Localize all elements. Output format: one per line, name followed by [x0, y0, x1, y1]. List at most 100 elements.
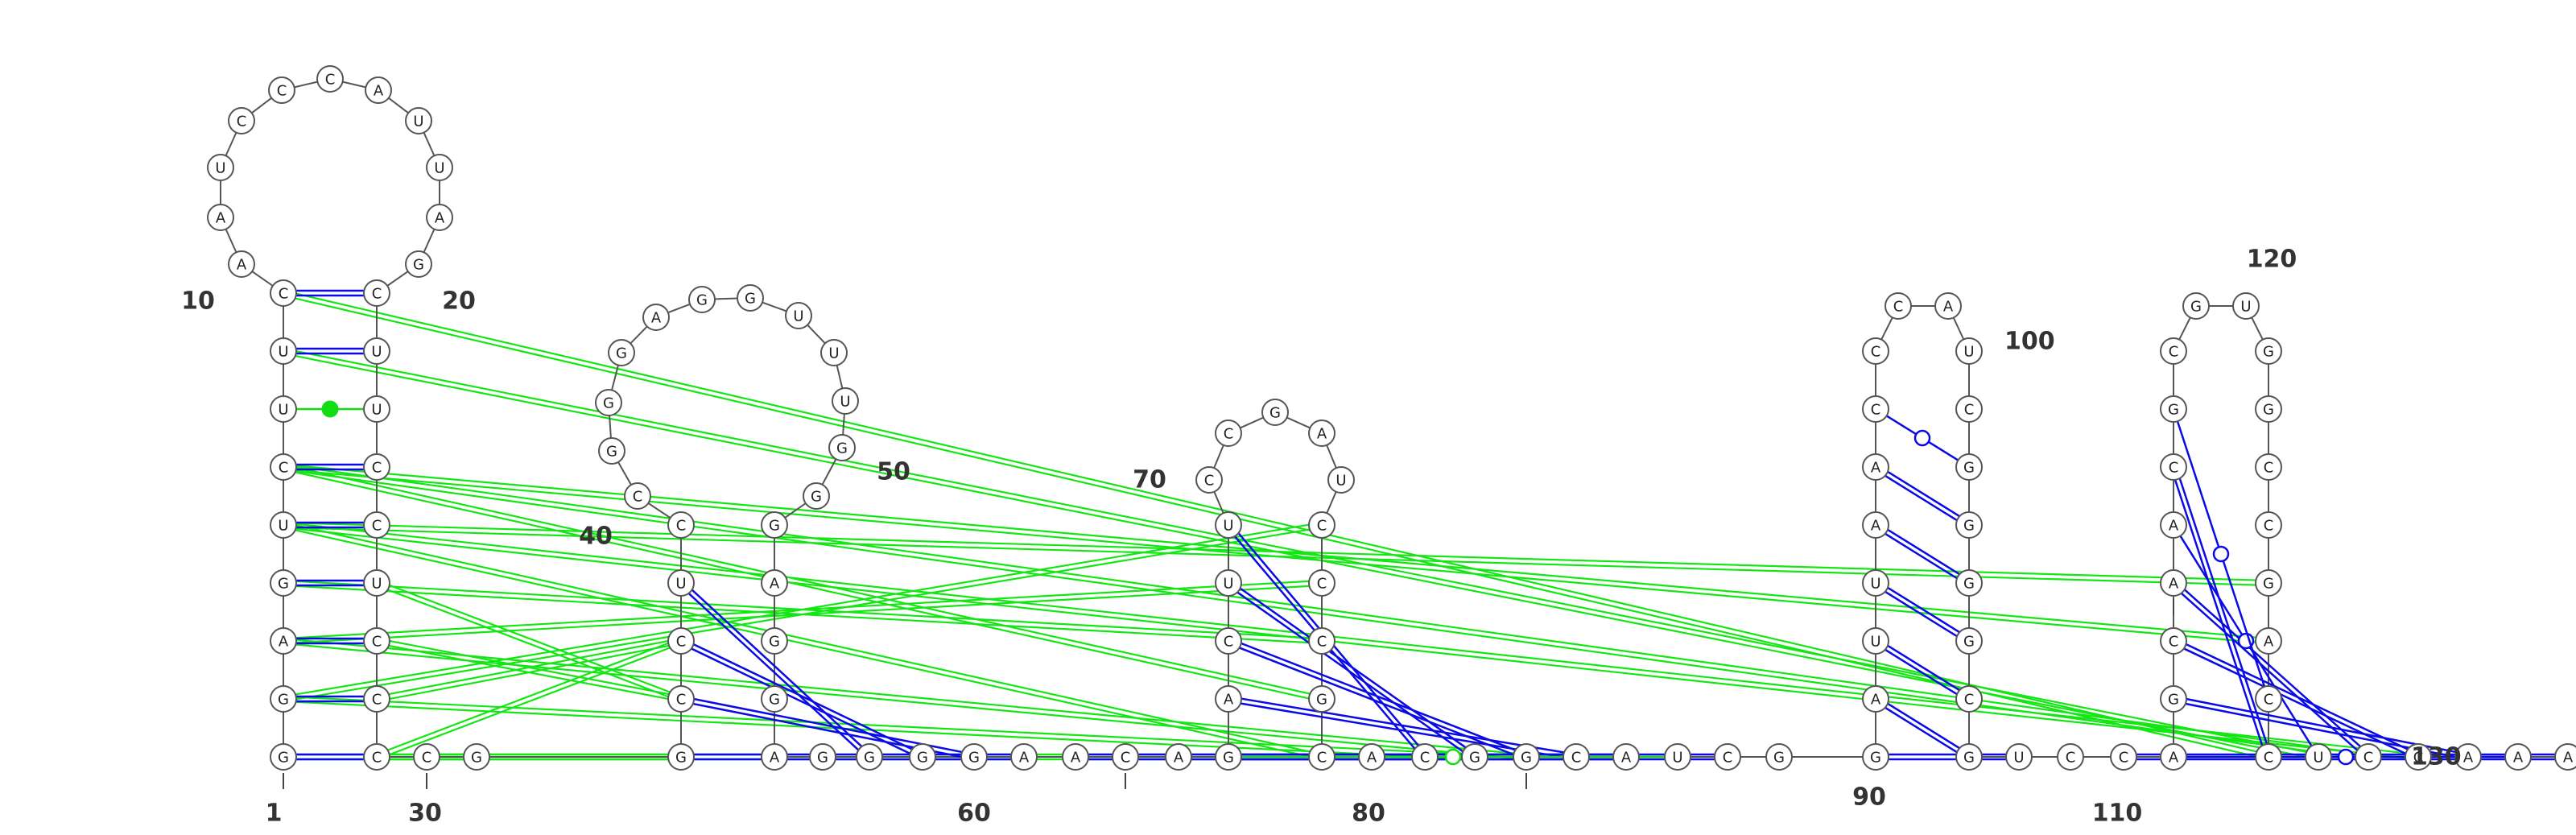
nucleotide-circle: [1010, 743, 1038, 771]
nucleotide-letter: U: [278, 518, 288, 535]
base-pair-line: [1887, 528, 1960, 576]
nucleotide-letter: A: [1174, 750, 1184, 767]
nucleotide-26: U: [363, 569, 390, 597]
nucleotide-circle: [363, 453, 390, 481]
nucleotide-28: C: [363, 685, 390, 713]
backbone-link: [1326, 491, 1337, 514]
nucleotide-circle: [207, 154, 234, 181]
nucleotide-circle: [761, 627, 788, 655]
nucleotide-3: A: [270, 627, 297, 655]
nucleotide-letter: C: [2169, 460, 2179, 477]
base-pair-line: [2178, 477, 2268, 745]
nucleotide-15: C: [316, 65, 344, 93]
nucleotide-circle: [1308, 685, 1335, 713]
nucleotide-34: C: [667, 627, 695, 655]
nucleotide-letter: G: [2168, 692, 2179, 709]
nucleotide-56: G: [909, 743, 936, 771]
nucleotide-circle: [405, 107, 432, 134]
nucleotide-letter: G: [471, 750, 482, 767]
nucleotide-13: C: [228, 107, 255, 134]
base-pair-line: [687, 593, 860, 751]
nucleotide-circle: [785, 302, 812, 329]
nucleotide-letter: U: [2013, 750, 2024, 767]
nucleotide-114: C: [2160, 337, 2187, 365]
base-pair-line: [1239, 647, 1514, 756]
nucleotide-30: C: [413, 743, 440, 771]
nucleotide-45: U: [820, 339, 848, 366]
nucleotide-letter: G: [745, 291, 756, 308]
nucleotide-circle: [761, 569, 788, 597]
nucleotide-75: G: [1308, 685, 1335, 713]
nucleotide-letter: C: [372, 634, 382, 651]
nucleotide-letter: C: [372, 518, 382, 535]
nucleotide-letter: G: [1316, 692, 1327, 709]
tertiary-interaction-line: [295, 470, 2355, 759]
base-pair-line: [1885, 648, 1958, 696]
base-pair-line: [2181, 592, 2358, 751]
nucleotide-circle: [1862, 743, 1889, 771]
backbone-link: [609, 415, 612, 439]
nucleotide-circle: [363, 395, 390, 423]
nucleotide-circle: [2355, 743, 2382, 771]
backbone-link: [251, 271, 274, 287]
backbone-link: [1286, 416, 1311, 429]
nucleotide-67: C: [1195, 466, 1223, 494]
nucleotide-letter: A: [2169, 576, 2179, 593]
base-pair-line: [1885, 532, 1958, 580]
number-label-70: 70: [1133, 466, 1166, 494]
number-label-1: 1: [266, 800, 283, 828]
nucleotide-107: A: [2160, 743, 2187, 771]
tertiary-interaction-line: [296, 528, 1310, 701]
nucleotide-letter: C: [1204, 473, 1215, 490]
nucleotide-circle: [598, 437, 625, 465]
nucleotide-circle: [1215, 743, 1242, 771]
nucleotide-circle: [667, 511, 695, 539]
nucleotide-circle: [803, 482, 830, 510]
nucleotide-letter: A: [279, 634, 289, 651]
nucleotide-circle: [228, 107, 255, 134]
nucleotide-circle: [2232, 292, 2260, 320]
nucleotide-circle: [1165, 743, 1192, 771]
nucleotide-letter: C: [372, 286, 382, 303]
base-pair-line: [2183, 647, 2406, 754]
nucleotide-letter: G: [2263, 344, 2274, 361]
nucleotide-circle: [1411, 743, 1439, 771]
nucleotide-letter: C: [1317, 576, 1327, 593]
nucleotide-letter: A: [2463, 750, 2474, 767]
nucleotide-circle: [1513, 743, 1540, 771]
nucleotide-7: U: [270, 395, 297, 423]
backbone-link: [1326, 444, 1337, 469]
nucleotide-letter: C: [676, 634, 687, 651]
nucleotide-81: C: [1563, 743, 1590, 771]
nucleotide-circle: [2255, 743, 2282, 771]
nucleotide-circle: [761, 743, 788, 771]
nucleotide-letter: U: [793, 308, 803, 325]
nucleotide-letter: U: [371, 344, 382, 361]
nucleotide-circle: [1308, 627, 1335, 655]
nucleotide-106: C: [2110, 743, 2137, 771]
backbone-link: [294, 81, 318, 89]
nucleotide-circle: [1885, 292, 1912, 320]
nucleotide-125: U: [2305, 743, 2332, 771]
numbering-label-layer: 1 10 20 30 40 50 60 70 80 90 100 110 120…: [181, 246, 2462, 828]
nucleotide-40: G: [608, 339, 635, 366]
base-pair-line: [1885, 590, 1958, 638]
nucleotide-24: C: [363, 453, 390, 481]
tertiary-interaction-line: [295, 471, 1309, 700]
nucleotide-circle: [1215, 569, 1242, 597]
nucleotide-circle: [1195, 466, 1223, 494]
nucleotide-circle: [426, 204, 453, 231]
base-pair-layer: [296, 289, 2555, 766]
nucleotide-letter: G: [413, 257, 424, 274]
nucleotide-letter: U: [278, 344, 288, 361]
nucleotide-93: C: [1862, 337, 1889, 365]
nucleotide-letter: G: [1963, 634, 1975, 651]
nucleotide-51: G: [761, 627, 788, 655]
nucleotide-73: C: [1308, 569, 1335, 597]
tertiary-interaction-line: [387, 589, 669, 698]
nucleotide-letter: U: [828, 345, 839, 362]
backbone-link: [821, 458, 837, 486]
backbone-link: [611, 365, 619, 391]
nucleotide-letter: U: [2240, 299, 2251, 316]
nucleotide-10: A: [228, 250, 255, 278]
